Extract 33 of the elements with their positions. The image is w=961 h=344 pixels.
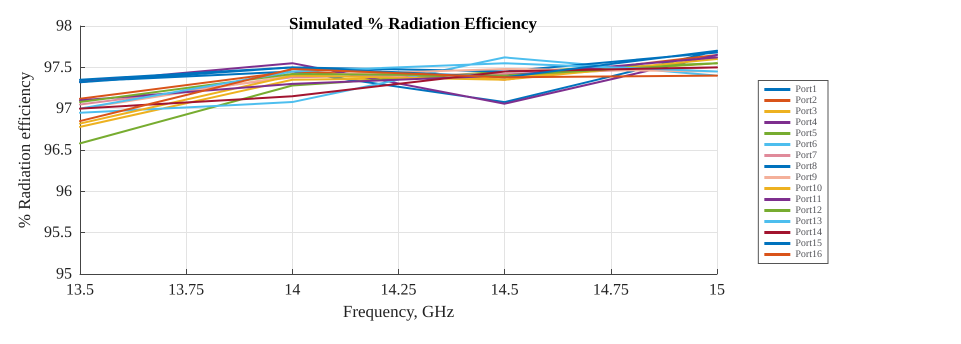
legend-label: Port1 bbox=[795, 84, 817, 95]
x-tick-label: 15 bbox=[709, 282, 725, 298]
y-tick-label: 96 bbox=[56, 182, 72, 200]
y-tick-label: 95 bbox=[56, 266, 72, 282]
legend-label: Port6 bbox=[795, 139, 817, 150]
y-tick-label: 98 bbox=[56, 18, 72, 34]
legend-label: Port12 bbox=[795, 205, 822, 216]
x-tick-label: 14 bbox=[284, 282, 300, 298]
legend-label: Port14 bbox=[795, 227, 822, 238]
legend-label: Port2 bbox=[795, 95, 817, 106]
legend-label: Port4 bbox=[795, 117, 817, 128]
legend-label: Port5 bbox=[795, 128, 817, 139]
y-tick-label: 95.5 bbox=[44, 224, 72, 242]
y-axis-title: % Radiation efficiency bbox=[15, 71, 34, 228]
x-tick-label: 13.75 bbox=[168, 282, 204, 298]
x-tick-label: 14.25 bbox=[380, 282, 416, 298]
legend-label: Port13 bbox=[795, 216, 822, 227]
x-tick-label: 14.5 bbox=[490, 282, 519, 298]
x-axis-title: Frequency, GHz bbox=[342, 302, 455, 321]
legend-label: Port15 bbox=[795, 238, 822, 249]
chart-title: Simulated % Radiation Efficiency bbox=[289, 14, 538, 33]
legend-label: Port3 bbox=[795, 106, 817, 117]
legend-label: Port8 bbox=[795, 161, 817, 172]
x-tick-label: 13.5 bbox=[66, 282, 94, 298]
legend-label: Port10 bbox=[795, 183, 822, 194]
x-tick-label: 14.75 bbox=[592, 282, 629, 298]
y-tick-label: 96.5 bbox=[44, 142, 72, 158]
legend-label: Port7 bbox=[795, 150, 817, 161]
y-tick-label: 97.5 bbox=[44, 58, 72, 76]
y-tick-label: 97 bbox=[56, 100, 72, 118]
legend-label: Port9 bbox=[795, 172, 817, 183]
legend-label: Port11 bbox=[795, 194, 822, 205]
legend-label: Port16 bbox=[795, 249, 822, 260]
